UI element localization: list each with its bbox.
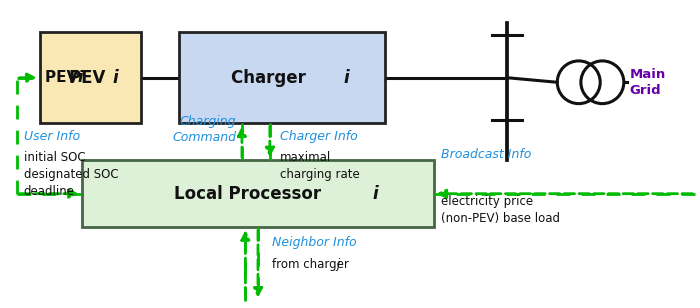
Text: i: i <box>344 69 349 87</box>
Text: User Info: User Info <box>24 130 80 143</box>
FancyBboxPatch shape <box>40 32 141 124</box>
Text: i: i <box>113 69 118 87</box>
Text: PEV: PEV <box>45 70 83 85</box>
Text: from charger: from charger <box>272 258 353 271</box>
Text: Neighbor Info: Neighbor Info <box>272 237 356 249</box>
FancyBboxPatch shape <box>82 160 434 227</box>
FancyBboxPatch shape <box>179 32 385 124</box>
Text: Charger Info: Charger Info <box>280 130 358 143</box>
Text: maximal
charging rate: maximal charging rate <box>280 151 360 181</box>
Text: j: j <box>336 258 340 271</box>
Text: Charging
Command: Charging Command <box>172 115 237 144</box>
Text: Local Processor: Local Processor <box>174 185 327 203</box>
Text: initial SOC
designated SOC
deadline: initial SOC designated SOC deadline <box>24 151 118 198</box>
Text: electricity price
(non-PEV) base load: electricity price (non-PEV) base load <box>440 195 559 225</box>
Text: PEV: PEV <box>69 69 111 87</box>
Text: Charger: Charger <box>231 69 312 87</box>
Text: Broadcast Info: Broadcast Info <box>440 148 531 161</box>
Text: i: i <box>372 185 379 203</box>
Text: i: i <box>63 70 83 85</box>
Text: Main
Grid: Main Grid <box>629 68 666 97</box>
